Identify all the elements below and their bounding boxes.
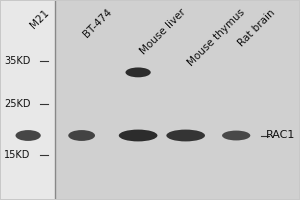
FancyBboxPatch shape bbox=[55, 1, 298, 199]
Text: 15KD: 15KD bbox=[4, 150, 31, 160]
Text: Mouse liver: Mouse liver bbox=[138, 7, 188, 57]
Text: M21: M21 bbox=[28, 7, 51, 30]
Text: BT-474: BT-474 bbox=[82, 7, 114, 40]
FancyBboxPatch shape bbox=[2, 1, 55, 199]
Ellipse shape bbox=[166, 130, 205, 141]
Text: Mouse thymus: Mouse thymus bbox=[186, 7, 247, 68]
Text: 25KD: 25KD bbox=[4, 99, 31, 109]
Ellipse shape bbox=[68, 130, 95, 141]
Text: Rat brain: Rat brain bbox=[236, 7, 277, 48]
Ellipse shape bbox=[16, 130, 41, 141]
Ellipse shape bbox=[125, 67, 151, 77]
Text: RAC1: RAC1 bbox=[266, 131, 296, 141]
Text: 35KD: 35KD bbox=[4, 56, 31, 66]
Ellipse shape bbox=[119, 130, 158, 141]
Ellipse shape bbox=[222, 131, 250, 140]
